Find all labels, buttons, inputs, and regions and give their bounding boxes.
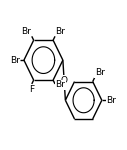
- Text: Br: Br: [106, 96, 116, 105]
- Text: Br: Br: [55, 27, 65, 36]
- Text: F: F: [29, 85, 34, 94]
- Text: Br: Br: [95, 68, 105, 77]
- Text: Br: Br: [55, 80, 65, 89]
- Text: O: O: [61, 76, 68, 85]
- Text: Br: Br: [22, 27, 31, 36]
- Text: Br: Br: [10, 56, 20, 65]
